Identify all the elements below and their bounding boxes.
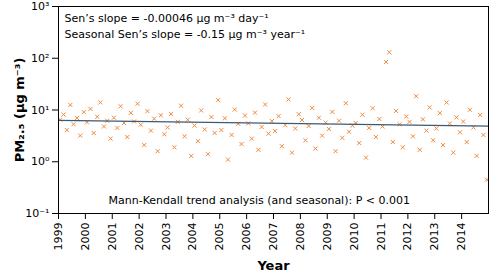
svg-text:2009: 2009: [321, 223, 334, 251]
svg-text:10²: 10²: [31, 52, 49, 65]
svg-text:2013: 2013: [428, 223, 441, 251]
svg-text:2007: 2007: [267, 223, 280, 251]
svg-text:2010: 2010: [348, 223, 361, 251]
svg-text:2004: 2004: [186, 223, 199, 251]
svg-text:2011: 2011: [375, 223, 388, 251]
svg-text:2002: 2002: [133, 223, 146, 251]
svg-text:2014: 2014: [455, 223, 468, 251]
svg-text:2012: 2012: [401, 223, 414, 251]
svg-text:10¹: 10¹: [31, 104, 49, 117]
svg-text:2005: 2005: [213, 223, 226, 251]
svg-text:2006: 2006: [240, 223, 253, 251]
svg-text:2000: 2000: [79, 223, 92, 251]
svg-text:10⁰: 10⁰: [31, 155, 50, 168]
svg-text:Year: Year: [256, 258, 290, 273]
svg-text:PM₂.₅ (μg m⁻³): PM₂.₅ (μg m⁻³): [12, 58, 27, 163]
svg-text:2008: 2008: [294, 223, 307, 251]
svg-text:Mann-Kendall trend analysis (a: Mann-Kendall trend analysis (and seasona…: [109, 194, 411, 207]
svg-text:Seasonal Sen’s slope = -0.15 μ: Seasonal Sen’s slope = -0.15 μg m⁻³ year…: [65, 28, 306, 41]
svg-text:10⁻¹: 10⁻¹: [25, 207, 49, 220]
svg-text:10³: 10³: [31, 0, 49, 13]
svg-text:2003: 2003: [160, 223, 173, 251]
svg-text:Sen’s slope = -0.00046 μg m⁻³: Sen’s slope = -0.00046 μg m⁻³ day⁻¹: [65, 12, 269, 25]
svg-text:1999: 1999: [52, 223, 65, 251]
svg-text:2001: 2001: [106, 223, 119, 251]
